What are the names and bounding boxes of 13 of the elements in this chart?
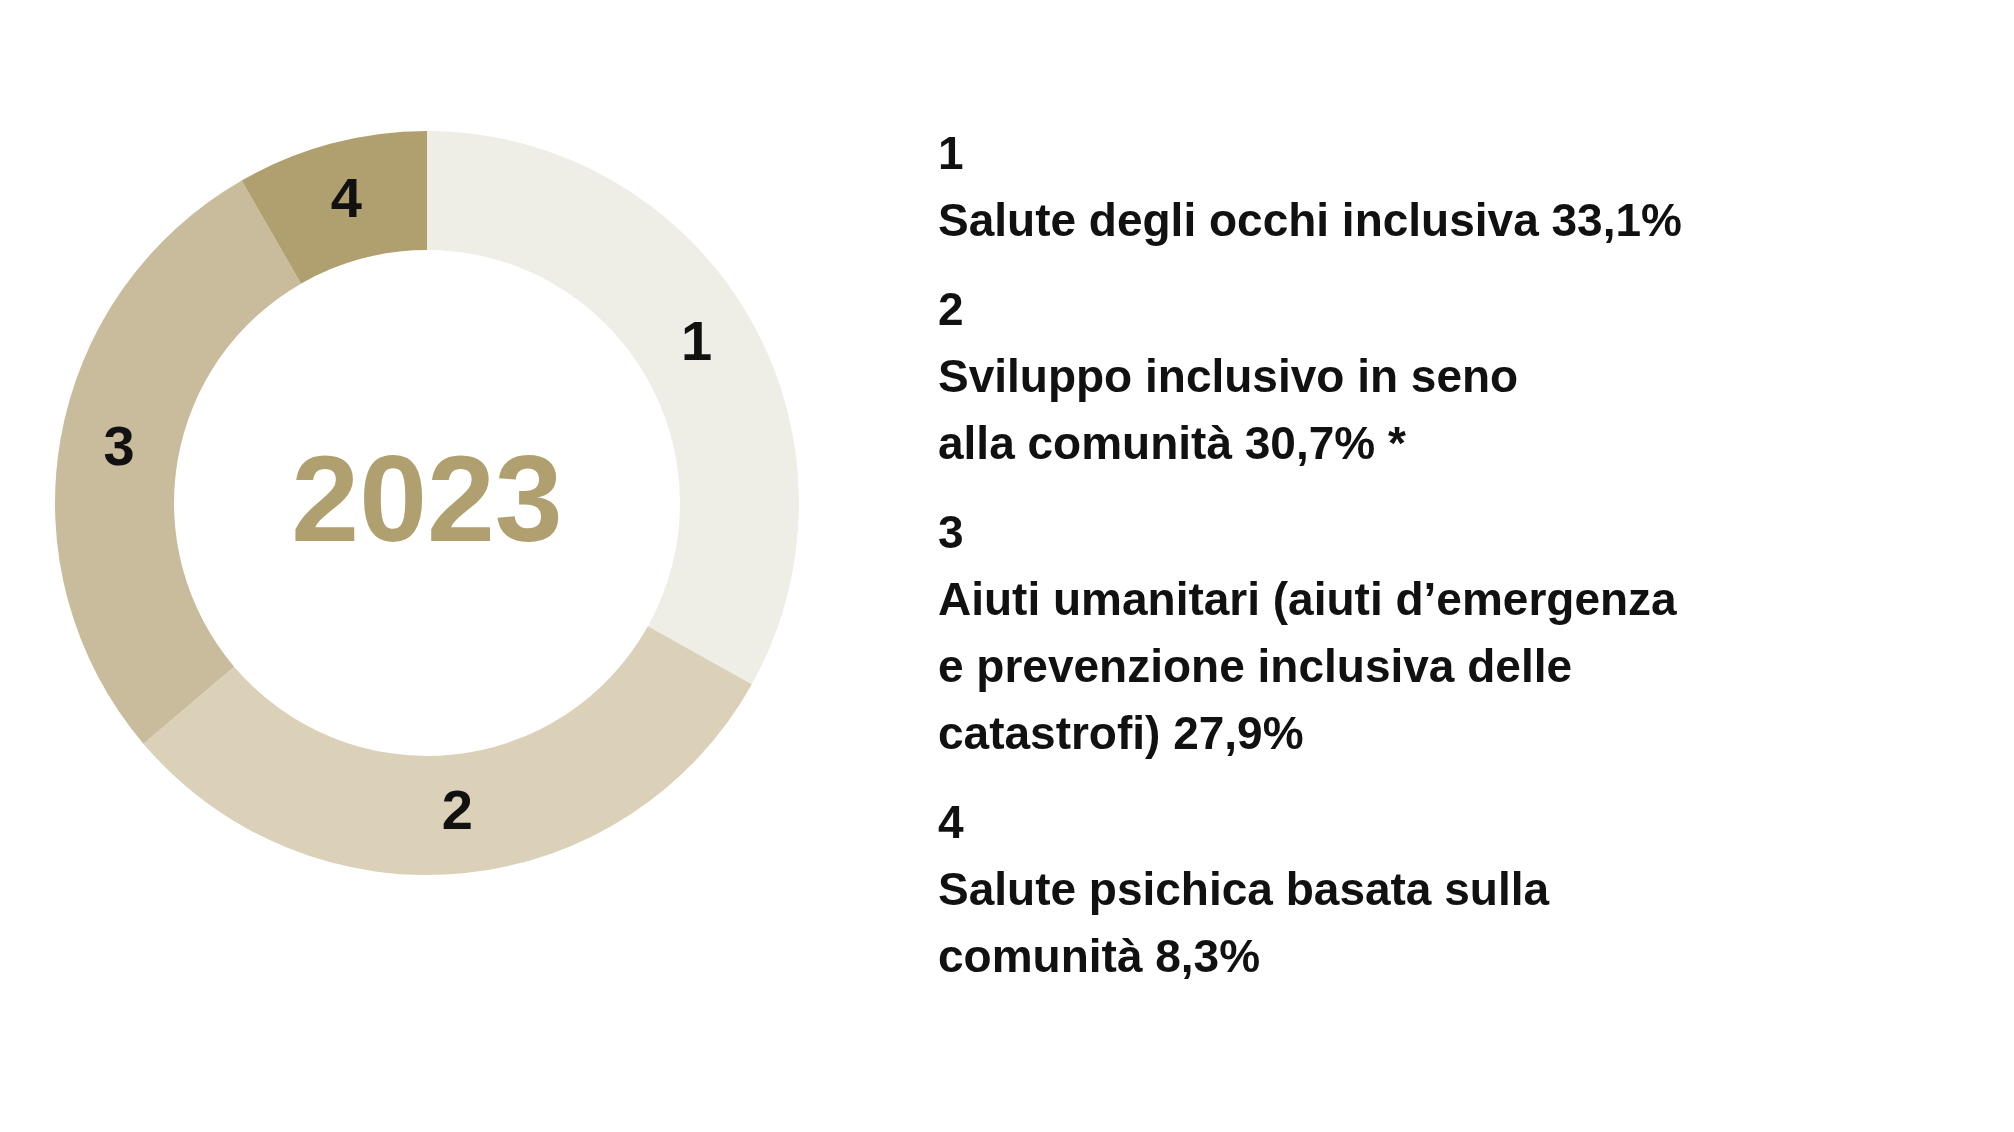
- text: Aiuti umanitari (aiuti d’emergenza e prevenzione inclusiva delle catastrofi) 27,9%: [938, 572, 1678, 761]
- slice-label: 4: [330, 165, 363, 229]
- text: Sviluppo inclusivo in seno alla comunità 30,7% *: [938, 349, 1520, 471]
- category-label: 3: [938, 506, 964, 558]
- text: Salute degli occhi inclusiva 33,1%: [938, 193, 1683, 248]
- text: 2023: [291, 430, 563, 567]
- slice-label: 1: [938, 126, 965, 181]
- text: Salute psichica basata sulla comunità 8,3%: [938, 862, 1551, 984]
- slice-label: 2: [441, 778, 473, 842]
- slice-label: 3: [103, 413, 135, 477]
- category-label: 2: [938, 283, 964, 335]
- category-label: 4: [938, 796, 964, 848]
- slice-label: 1: [680, 309, 713, 373]
